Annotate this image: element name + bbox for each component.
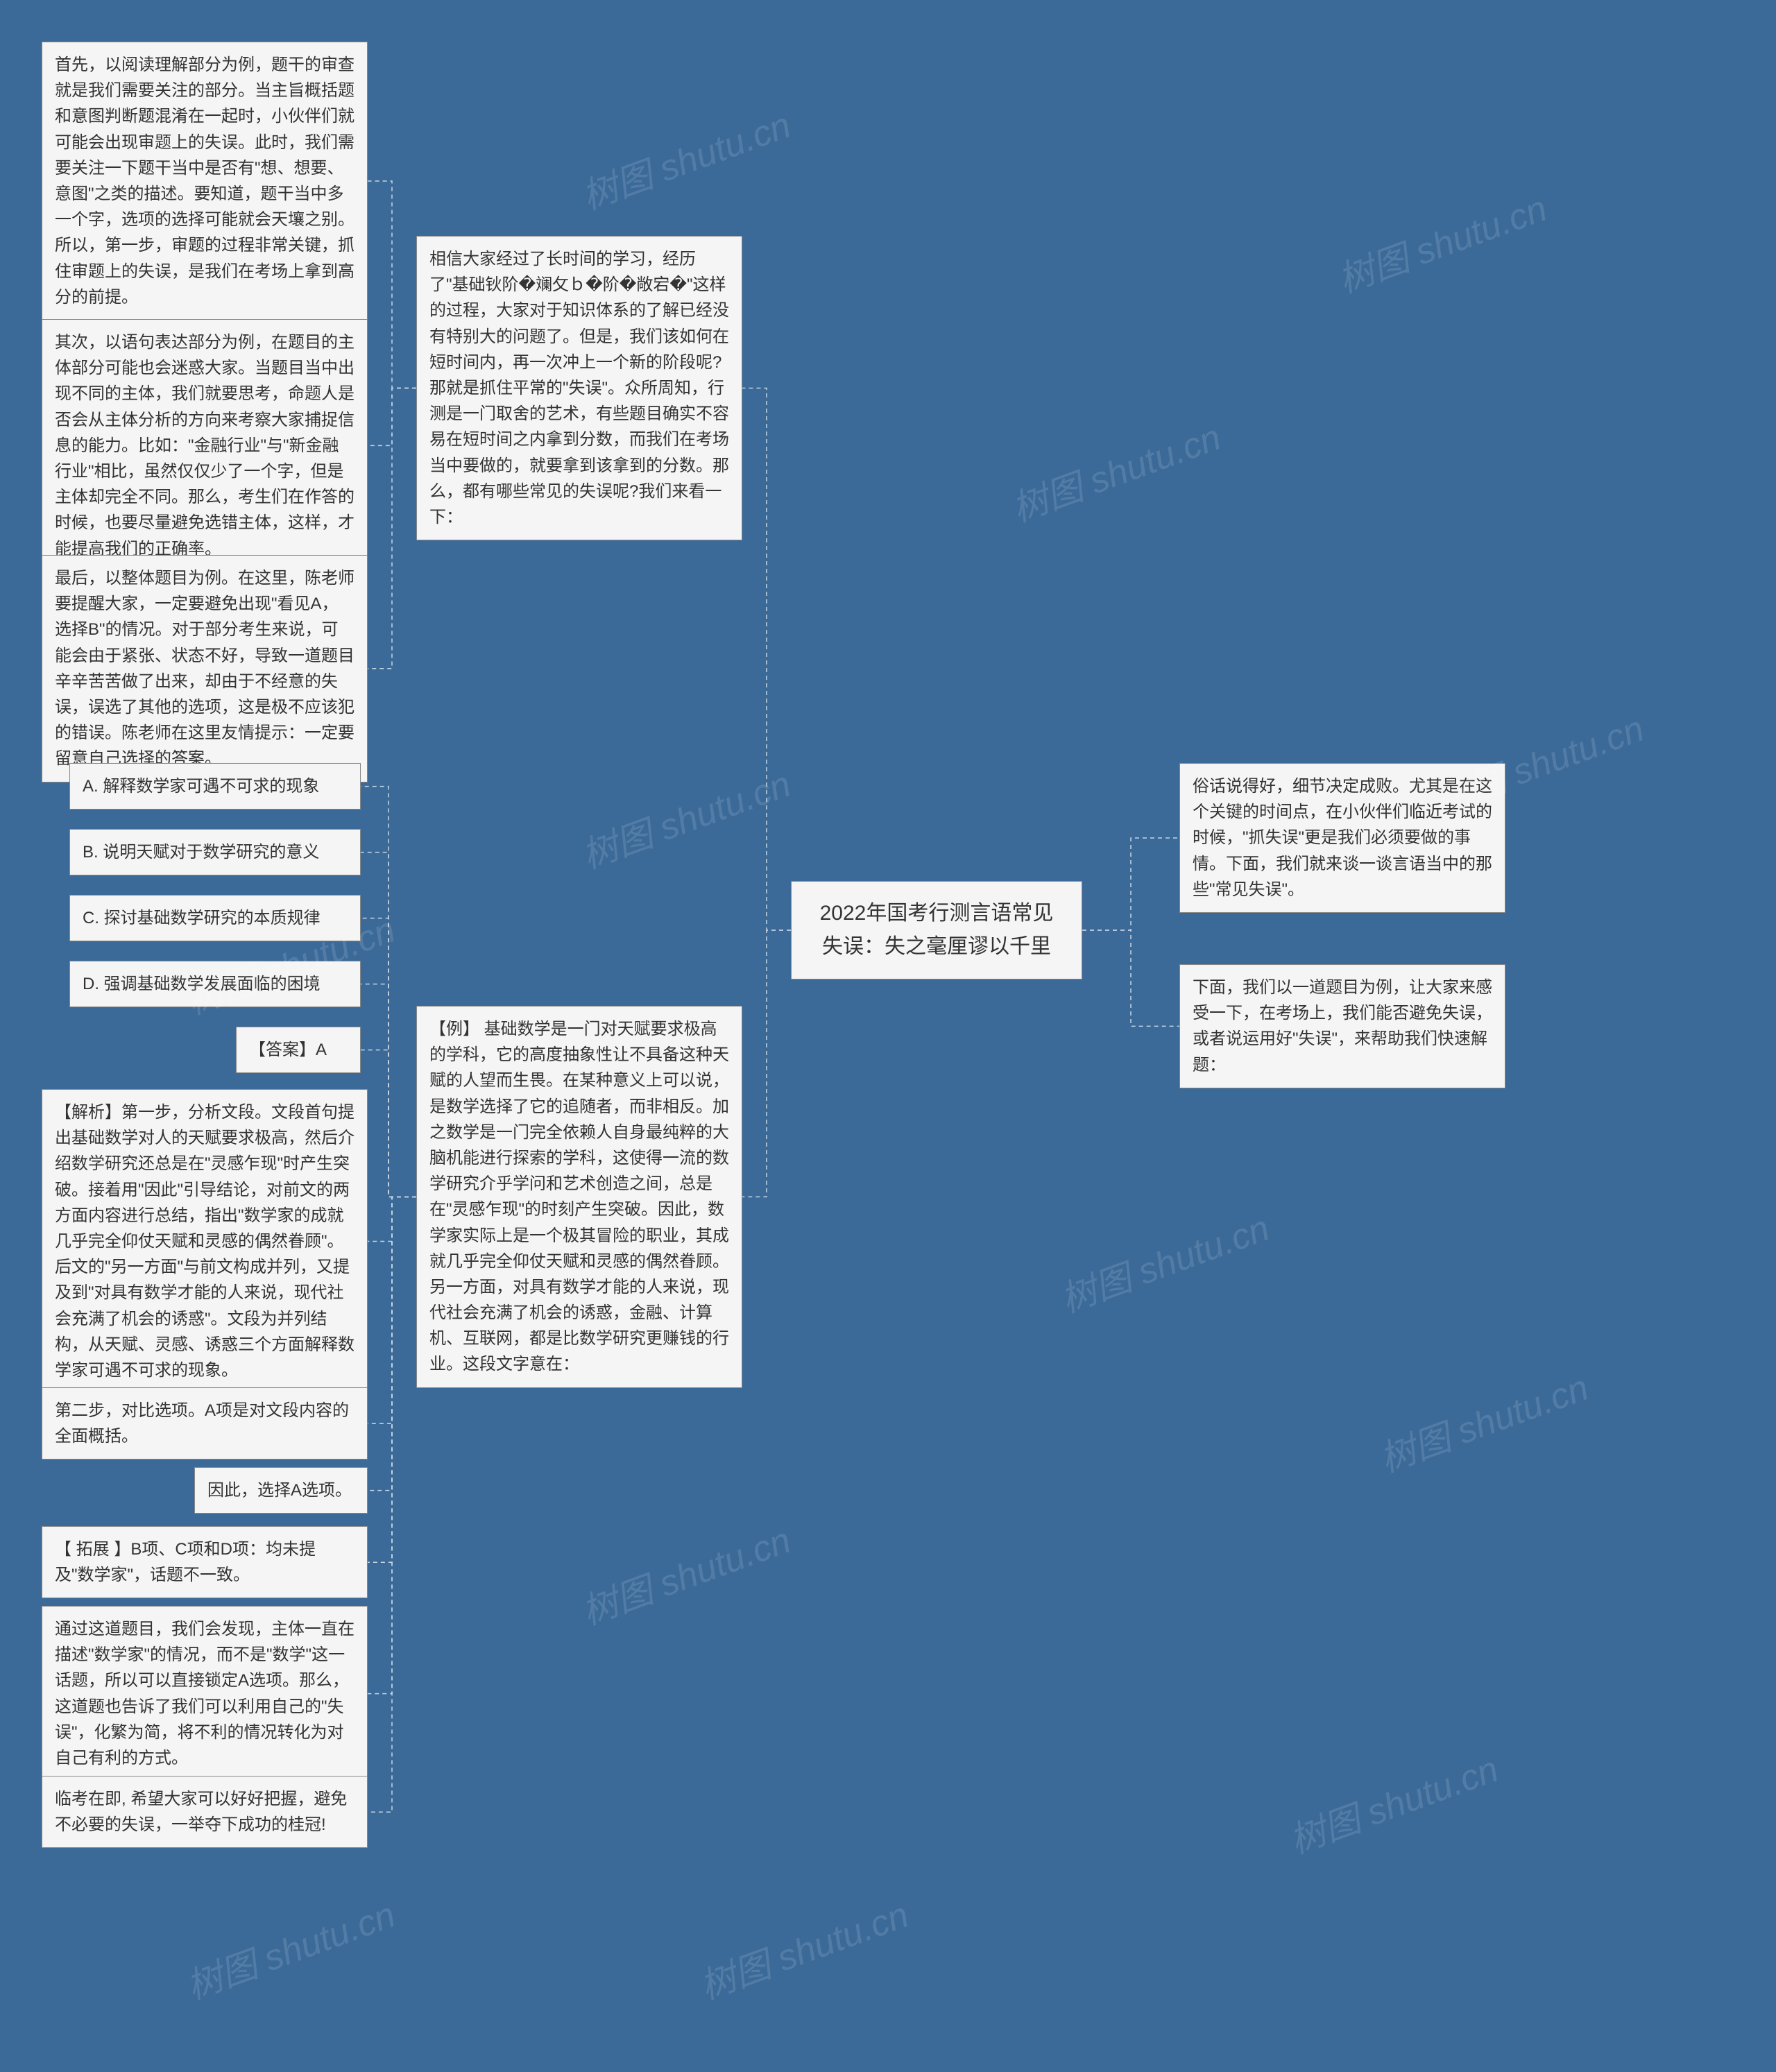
node-l14: 临考在即, 希望大家可以好好把握，避免不必要的失误，一举夺下成功的桂冠! xyxy=(42,1776,368,1848)
node-l9: 【解析】第一步，分析文段。文段首句提出基础数学对人的天赋要求极高，然后介绍数学研… xyxy=(42,1089,368,1394)
text-l1: 首先，以阅读理解部分为例，题干的审查就是我们需要关注的部分。当主旨概括题和意图判… xyxy=(55,55,355,307)
node-l10: 第二步，对比选项。A项是对文段内容的全面概括。 xyxy=(42,1387,368,1459)
node-l12: 【 拓展 】B项、C项和D项：均未提及"数学家"，话题不一致。 xyxy=(42,1526,368,1598)
watermark: 树图 shutu.cn xyxy=(692,1885,915,2009)
text-l8: 【答案】A xyxy=(249,1041,327,1059)
node-l8: 【答案】A xyxy=(236,1027,361,1073)
node-m1: 相信大家经过了长时间的学习，经历了"基础钬阶�斓攵ｂ�阶�敞宕�"这样的过程，大… xyxy=(416,236,742,540)
node-l7: D. 强调基础数学发展面临的困境 xyxy=(69,961,361,1007)
node-l11: 因此，选择A选项。 xyxy=(194,1467,368,1514)
text-l9: 【解析】第一步，分析文段。文段首句提出基础数学对人的天赋要求极高，然后介绍数学研… xyxy=(55,1103,355,1380)
node-r1: 俗话说得好，细节决定成败。尤其是在这个关键的时间点，在小伙伴们临近考试的时候，"… xyxy=(1179,763,1505,913)
text-r2: 下面，我们以一道题目为例，让大家来感受一下，在考场上，我们能否避免失误，或者说运… xyxy=(1193,978,1492,1074)
root-node: 2022年国考行测言语常见 失误：失之毫厘谬以千里 xyxy=(791,881,1082,979)
root-text: 2022年国考行测言语常见 失误：失之毫厘谬以千里 xyxy=(820,902,1054,958)
watermark: 树图 shutu.cn xyxy=(1281,1740,1505,1863)
text-l13: 通过这道题目，我们会发现，主体一直在描述"数学家"的情况，而不是"数学"这一话题… xyxy=(55,1620,355,1767)
node-l2: 其次，以语句表达部分为例，在题目的主体部分可能也会迷惑大家。当题目当中出现不同的… xyxy=(42,319,368,572)
watermark: 树图 shutu.cn xyxy=(1052,1199,1276,1322)
node-l5: B. 说明天赋对于数学研究的意义 xyxy=(69,829,361,875)
text-r1: 俗话说得好，细节决定成败。尤其是在这个关键的时间点，在小伙伴们临近考试的时候，"… xyxy=(1193,777,1492,899)
text-l10: 第二步，对比选项。A项是对文段内容的全面概括。 xyxy=(55,1401,349,1446)
text-l14: 临考在即, 希望大家可以好好把握，避免不必要的失误，一举夺下成功的桂冠! xyxy=(55,1790,347,1834)
text-l7: D. 强调基础数学发展面临的困境 xyxy=(83,975,321,993)
text-l12: 【 拓展 】B项、C项和D项：均未提及"数学家"，话题不一致。 xyxy=(55,1540,316,1584)
node-l4: A. 解释数学家可遇不可求的现象 xyxy=(69,763,361,810)
watermark: 树图 shutu.cn xyxy=(1004,408,1227,531)
node-l13: 通过这道题目，我们会发现，主体一直在描述"数学家"的情况，而不是"数学"这一话题… xyxy=(42,1606,368,1781)
watermark: 树图 shutu.cn xyxy=(1372,1358,1595,1482)
text-l2: 其次，以语句表达部分为例，在题目的主体部分可能也会迷惑大家。当题目当中出现不同的… xyxy=(55,333,355,558)
watermark: 树图 shutu.cn xyxy=(1330,179,1553,302)
text-m1: 相信大家经过了长时间的学习，经历了"基础钬阶�斓攵ｂ�阶�敞宕�"这样的过程，大… xyxy=(429,250,729,526)
node-l1: 首先，以阅读理解部分为例，题干的审查就是我们需要关注的部分。当主旨概括题和意图判… xyxy=(42,42,368,320)
watermark: 树图 shutu.cn xyxy=(574,1511,797,1634)
watermark: 树图 shutu.cn xyxy=(178,1885,402,2009)
text-l5: B. 说明天赋对于数学研究的意义 xyxy=(83,843,319,862)
node-r2: 下面，我们以一道题目为例，让大家来感受一下，在考场上，我们能否避免失误，或者说运… xyxy=(1179,964,1505,1088)
text-l4: A. 解释数学家可遇不可求的现象 xyxy=(83,777,319,796)
text-l3: 最后，以整体题目为例。在这里，陈老师要提醒大家，一定要避免出现"看见A，选择B"… xyxy=(55,569,355,768)
node-m2: 【例】 基础数学是一门对天赋要求极高的学科，它的高度抽象性让不具备这种天赋的人望… xyxy=(416,1006,742,1388)
text-l6: C. 探讨基础数学研究的本质规律 xyxy=(83,909,321,927)
watermark: 树图 shutu.cn xyxy=(574,755,797,878)
text-m2: 【例】 基础数学是一门对天赋要求极高的学科，它的高度抽象性让不具备这种天赋的人望… xyxy=(429,1020,729,1373)
text-l11: 因此，选择A选项。 xyxy=(207,1481,352,1500)
node-l3: 最后，以整体题目为例。在这里，陈老师要提醒大家，一定要避免出现"看见A，选择B"… xyxy=(42,555,368,782)
node-l6: C. 探讨基础数学研究的本质规律 xyxy=(69,895,361,941)
watermark: 树图 shutu.cn xyxy=(574,96,797,219)
